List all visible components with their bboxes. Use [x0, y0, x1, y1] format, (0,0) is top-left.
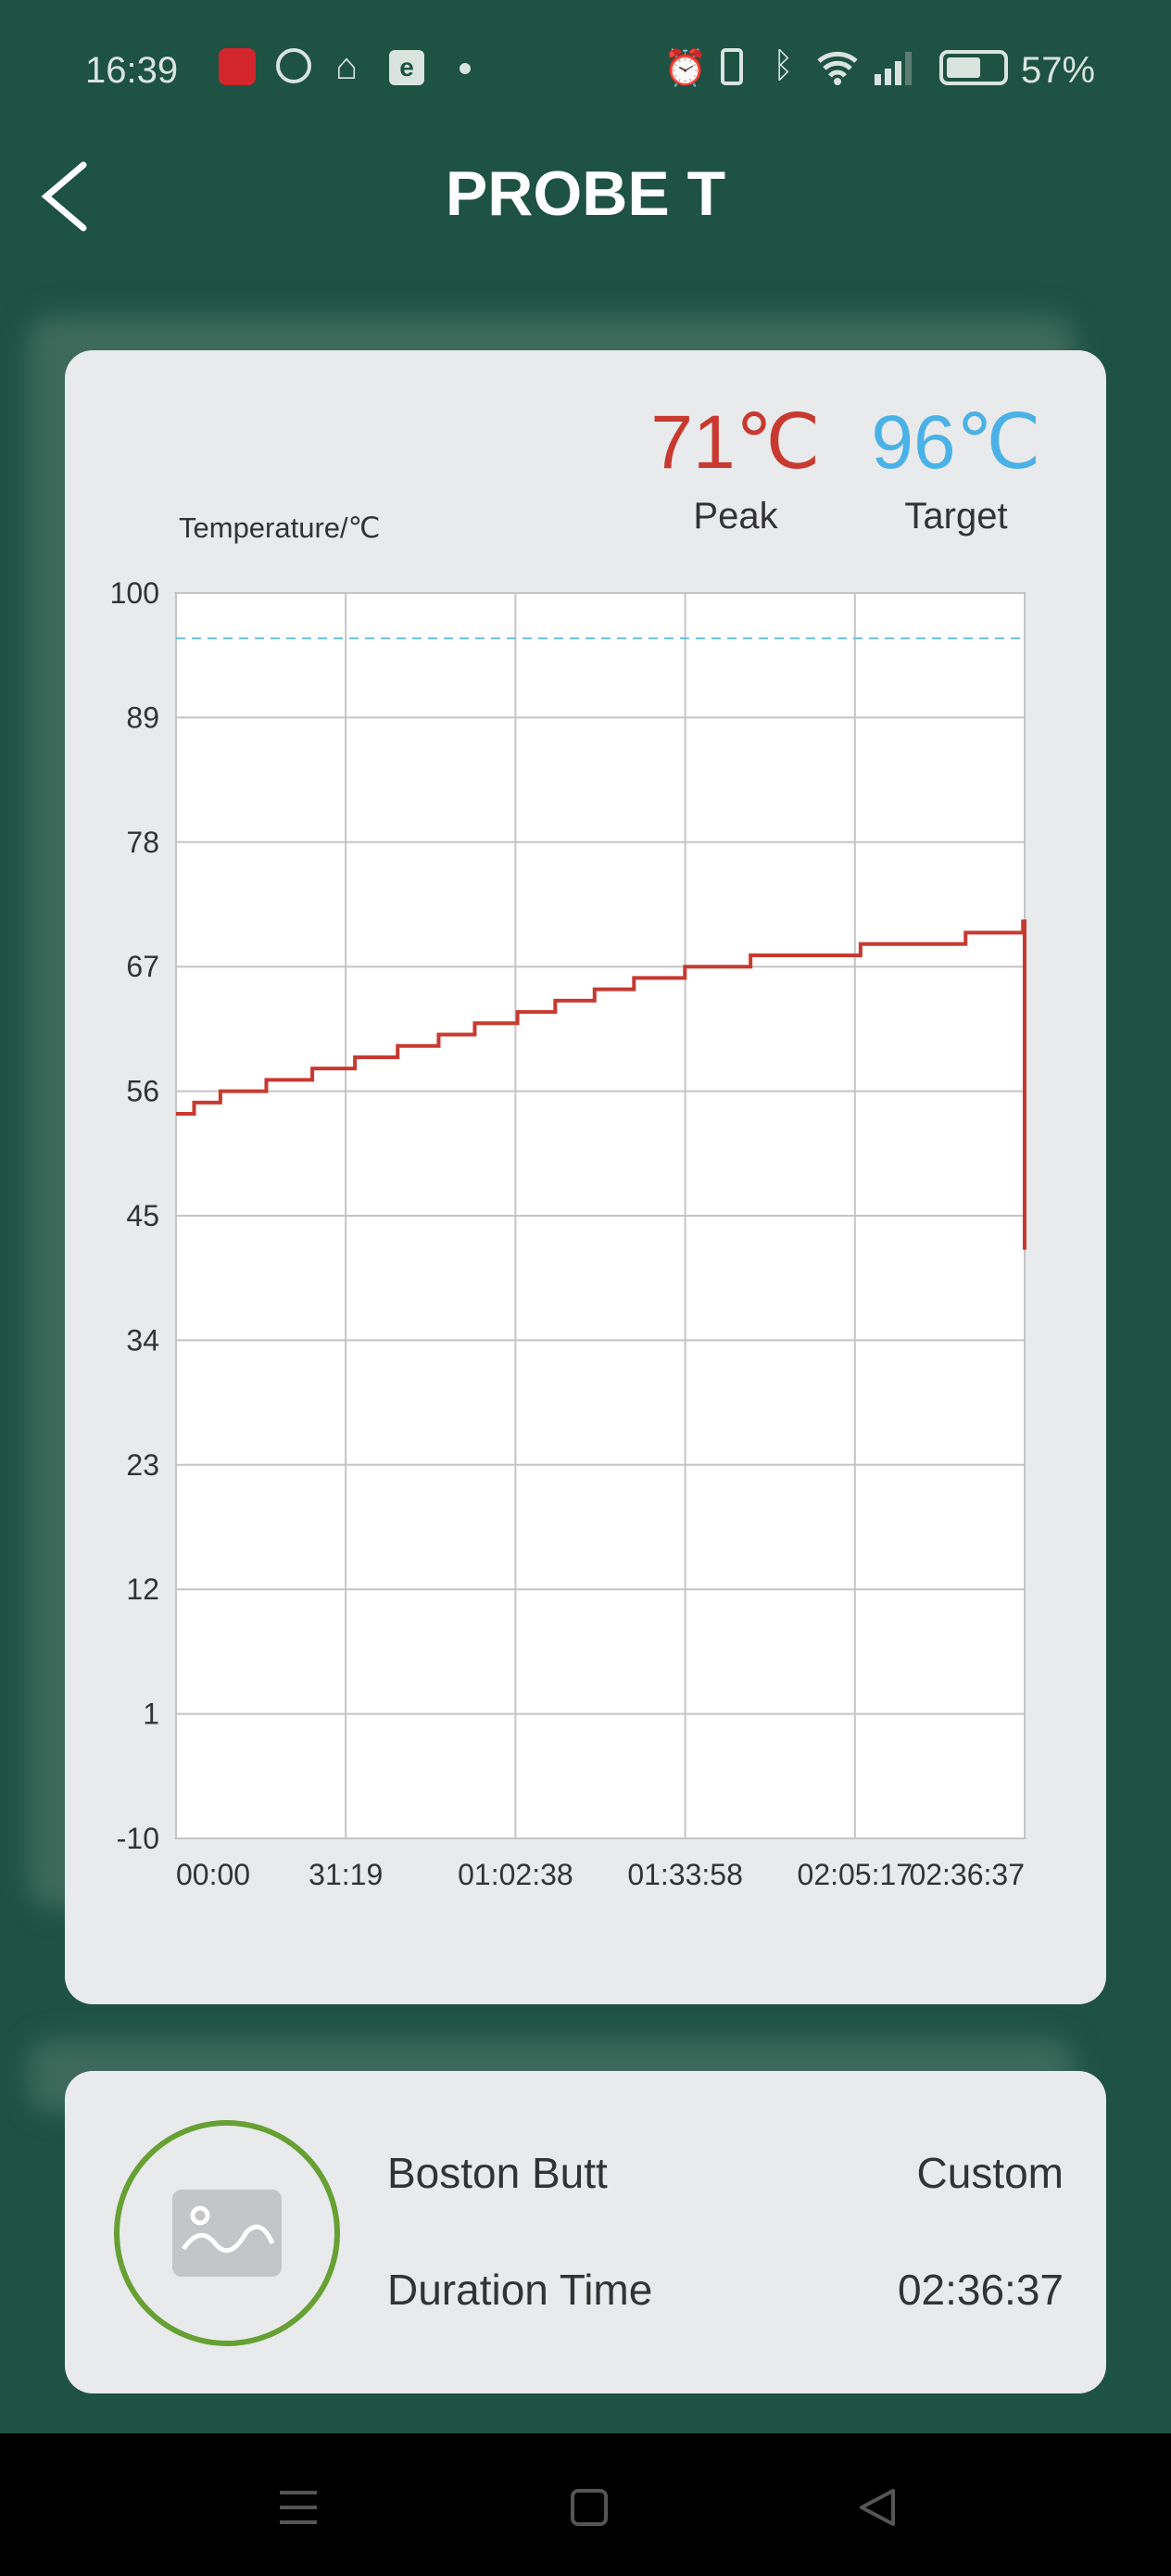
x-tick-label: 00:00 [176, 1858, 250, 1891]
y-tick-label: 100 [110, 576, 159, 610]
flame-app-icon [219, 48, 256, 85]
y-tick-label: 78 [126, 826, 159, 859]
status-bar: 16:39 ⌂ e ⏰ ᛒ 57% [0, 44, 1171, 100]
e-app-icon: e [389, 50, 424, 85]
x-tick-label: 01:33:58 [627, 1858, 743, 1891]
battery-icon [939, 50, 1008, 85]
recipe-image-ring [114, 2120, 340, 2346]
clock: 16:39 [85, 50, 179, 91]
page-title: PROBE T [445, 158, 726, 229]
y-tick-label: 89 [126, 701, 159, 734]
y-tick-label: 12 [126, 1572, 159, 1606]
y-tick-label: 1 [143, 1698, 159, 1731]
image-placeholder-icon [172, 2190, 282, 2277]
duration-label: Duration Time [387, 2266, 653, 2314]
x-tick-label: 02:36:37 [909, 1858, 1025, 1891]
y-tick-label: 56 [126, 1075, 159, 1108]
alarm-icon: ⏰ [663, 49, 708, 88]
back-triangle-icon[interactable] [856, 2487, 897, 2528]
recipe-name: Boston Butt [387, 2149, 608, 2197]
x-tick-label: 31:19 [308, 1858, 383, 1891]
target-value: 96℃ [871, 400, 1041, 485]
battery-percent: 57% [1021, 50, 1096, 91]
x-tick-label: 01:02:38 [458, 1858, 573, 1891]
y-tick-label: 23 [126, 1448, 159, 1482]
viber-icon [276, 48, 311, 83]
peak-label: Peak [693, 496, 778, 537]
wifi-icon [817, 51, 858, 85]
vibrate-icon [721, 48, 743, 85]
temperature-chart: 100 89 78 67 56 45 34 23 12 1 -10 00:00 31:19 01:02:3… [110, 576, 1026, 1891]
x-tick-label: 02:05:17 [798, 1858, 913, 1891]
temperature-series-line [176, 919, 1026, 1250]
target-label: Target [904, 496, 1008, 537]
menu-icon[interactable] [278, 2489, 319, 2526]
back-button[interactable] [35, 159, 93, 234]
bluetooth-icon: ᛒ [773, 46, 794, 85]
recipe-mode: Custom [916, 2149, 1064, 2197]
dot-icon [460, 63, 471, 74]
duration-value: 02:36:37 [897, 2266, 1064, 2314]
navigation-bar [0, 2433, 1171, 2576]
y-tick-label: 45 [126, 1199, 159, 1232]
y-tick-label: 34 [126, 1323, 159, 1357]
signal-icon [875, 52, 912, 85]
y-tick-label: 67 [126, 950, 159, 983]
y-axis-label: Temperature/℃ [179, 511, 381, 544]
home-square-icon[interactable] [571, 2489, 608, 2526]
y-tick-label: -10 [117, 1822, 159, 1855]
peak-value: 71℃ [650, 400, 821, 485]
home-icon: ⌂ [335, 46, 359, 87]
